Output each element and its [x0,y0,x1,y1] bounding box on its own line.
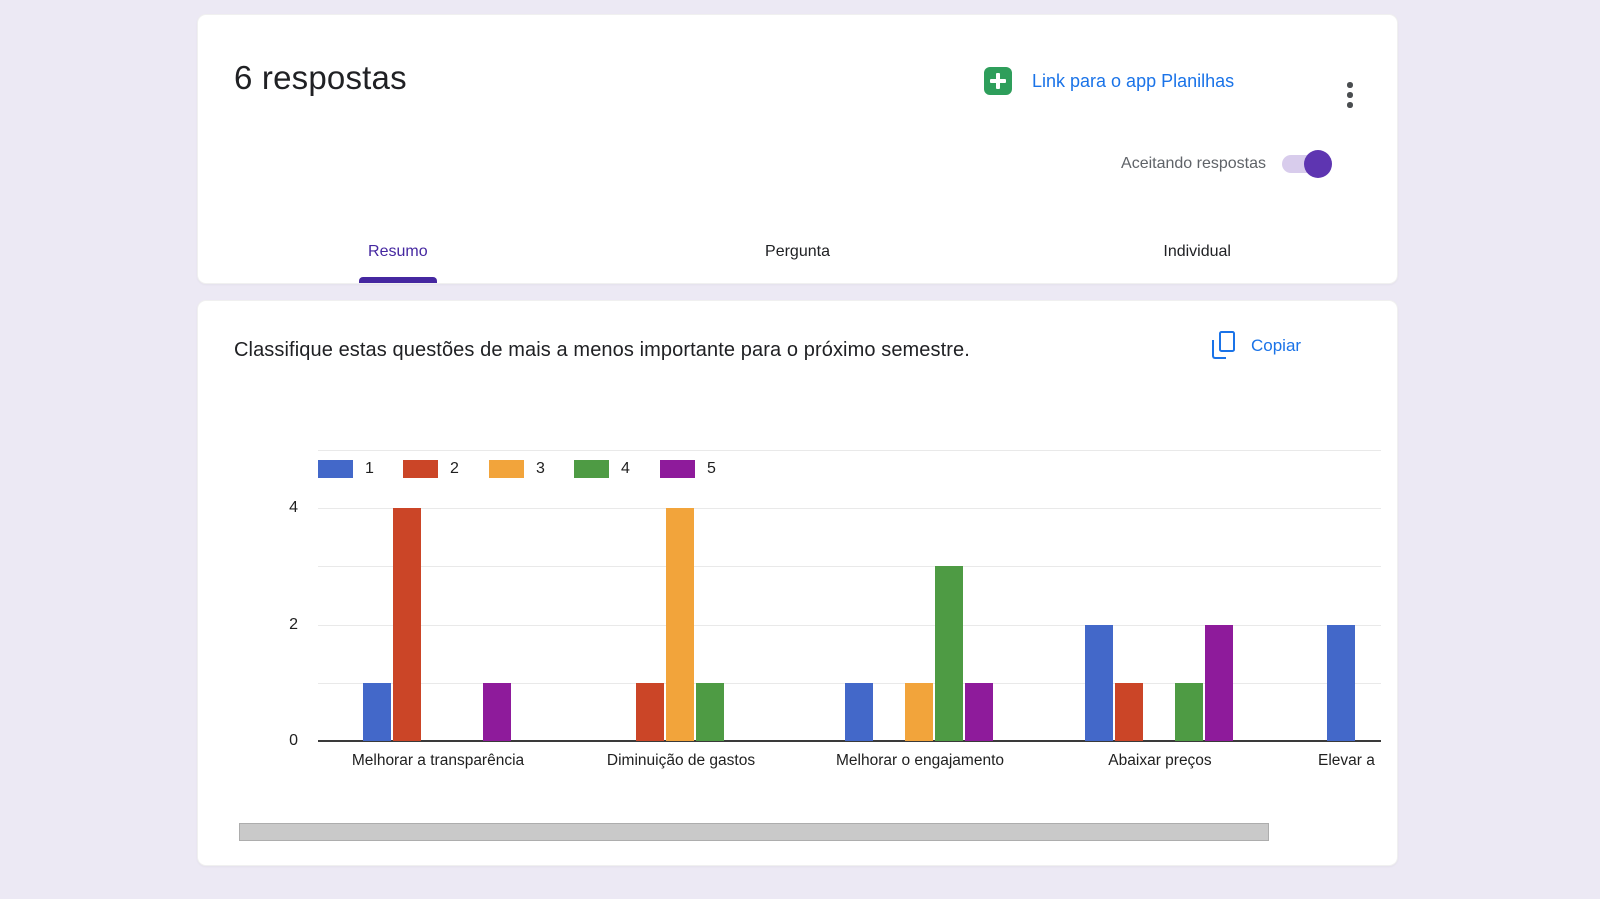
copy-button-label: Copiar [1251,335,1302,355]
copy-icon [1210,331,1237,360]
category-label: Abaixar preços [1108,752,1212,769]
gridline [318,566,1381,568]
legend-swatch-3 [489,460,524,478]
question-summary-card: Classifique estas questões de mais a men… [197,300,1398,866]
toggle-knob [1304,150,1332,178]
copy-button[interactable]: Copiar [1210,331,1301,360]
bar-Abaixar preços-1[interactable] [1085,624,1113,741]
question-title: Classifique estas questões de mais a men… [234,339,970,361]
gridline [318,450,1381,451]
legend-swatch-2 [403,460,438,478]
bar-Diminuição de gastos-2[interactable] [636,682,664,741]
category-label: Diminuição de gastos [606,752,756,769]
bar-Elevar a-1[interactable] [1327,624,1355,741]
gridline [318,508,1381,510]
bar-Melhorar o engajamento-3[interactable] [905,682,933,741]
legend-label-4: 4 [621,460,630,477]
tab-pergunta[interactable]: Pergunta [598,221,998,283]
responses-count-title: 6 respostas [234,59,407,96]
sheets-link[interactable]: Link para o app Planilhas [984,67,1234,95]
bar-Abaixar preços-2[interactable] [1115,682,1143,741]
legend-label-5: 5 [707,460,716,477]
tab-resumo-label: Resumo [368,243,428,260]
legend-swatch-4 [574,460,609,478]
bar-Diminuição de gastos-3[interactable] [666,508,694,741]
bar-Melhorar a transparência-5[interactable] [483,682,511,741]
bar-Diminuição de gastos-4[interactable] [696,682,724,741]
x-axis-line [318,740,1381,742]
legend-swatch-1 [318,460,353,478]
bar-Melhorar a transparência-2[interactable] [393,508,421,741]
tab-resumo[interactable]: Resumo [198,221,598,283]
sheets-icon [984,67,1012,95]
sheets-link-label: Link para o app Planilhas [1032,70,1235,91]
tab-bar: Resumo Pergunta Individual [198,221,1397,283]
y-axis-tick-2: 2 [289,615,298,633]
bar-Melhorar o engajamento-5[interactable] [965,682,993,741]
bar-Melhorar o engajamento-1[interactable] [845,682,873,741]
bar-Melhorar o engajamento-4[interactable] [935,566,963,741]
accepting-responses-toggle[interactable] [1282,150,1332,178]
chart-horizontal-scrollbar[interactable] [239,823,1269,841]
accepting-responses-label: Aceitando respostas [1121,155,1266,172]
responses-header-card: 6 respostas Link para o app Planilhas Ac… [197,14,1398,284]
bar-Abaixar preços-4[interactable] [1175,682,1203,741]
y-axis-tick-4: 4 [289,499,298,517]
legend-label-3: 3 [536,460,545,477]
tab-individual-label: Individual [1163,243,1231,260]
category-label: Melhorar o engajamento [835,752,1005,769]
category-label: Melhorar a transparência [351,752,525,769]
legend-label-1: 1 [365,460,374,477]
active-tab-indicator [358,277,437,283]
accepting-responses-row: Aceitando respostas [1121,150,1332,178]
legend-swatch-5 [660,460,695,478]
more-options-icon[interactable] [1339,73,1361,117]
legend-label-2: 2 [450,460,459,477]
bar-Melhorar a transparência-1[interactable] [363,682,391,741]
tab-pergunta-label: Pergunta [765,243,830,260]
gridline [318,624,1381,626]
tab-individual[interactable]: Individual [997,221,1397,283]
y-axis-tick-0: 0 [289,732,298,749]
bar-chart[interactable]: 1 2 3 4 5 Melhorar a transparência Diminuição … [318,441,1381,789]
bar-Abaixar preços-5[interactable] [1205,624,1233,741]
category-label: Elevar a [1318,752,1375,769]
